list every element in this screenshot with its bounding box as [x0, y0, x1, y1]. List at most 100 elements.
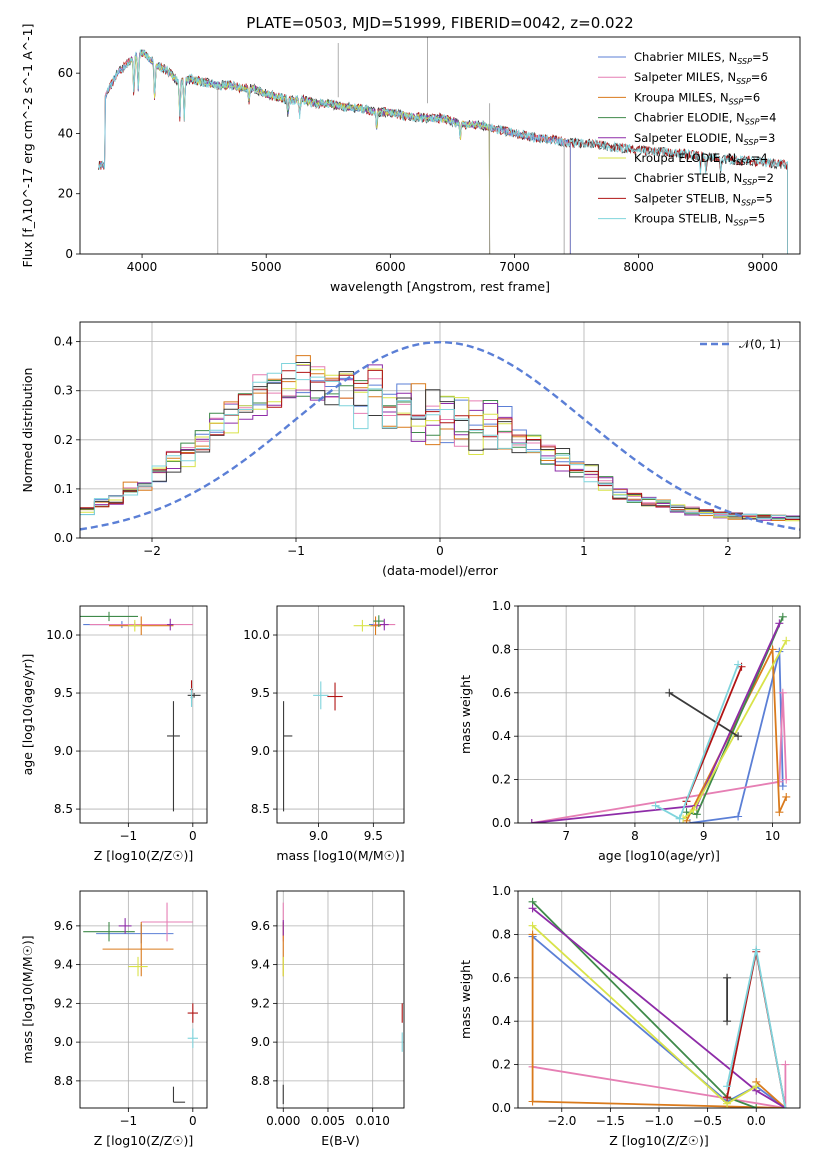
- y-tick-label: 9.2: [251, 996, 270, 1010]
- x-tick-label: 1: [580, 544, 588, 558]
- legend-entry: Kroupa STELIB, NSSP=5: [634, 212, 765, 228]
- y-tick-label: 10.0: [46, 628, 73, 642]
- weights-line-chabrier-elodie: [531, 901, 757, 1108]
- x-tick-label: −1: [287, 544, 305, 558]
- scatter-group: [83, 902, 198, 1103]
- y-tick-label: 9.0: [54, 1035, 73, 1049]
- spectrum-line-kroupa-miles: [98, 50, 571, 254]
- y-axis-label: Normed distribution: [20, 368, 35, 493]
- y-tick-label: 1.0: [492, 599, 511, 613]
- axes-frame: [79, 321, 801, 539]
- spectrum-line-chabrier-elodie: [129, 49, 491, 254]
- weights-marker: [665, 688, 674, 697]
- weights-line-salpeter-miles: [531, 692, 788, 823]
- scatter-group: [282, 902, 403, 1105]
- weights-marker: [778, 688, 787, 697]
- weights-marker: [689, 805, 698, 814]
- x-tick-label: 0: [436, 544, 444, 558]
- histogram-chabrier-stelib: [80, 362, 800, 520]
- weights-marker: [752, 945, 761, 954]
- spectrum-line-salpeter-miles: [98, 50, 571, 254]
- x-tick-label: 8000: [623, 260, 654, 274]
- y-tick-label: 1.0: [492, 884, 511, 898]
- y-tick-label: 9.6: [54, 919, 73, 933]
- y-tick-label: 0.0: [492, 1101, 511, 1115]
- weights-marker: [782, 636, 791, 645]
- y-tick-label: 0.4: [54, 335, 73, 349]
- mass-vs-extinction-panel: 0.000 0.005 0.010 8.8 9.0 9.2 9.4 9.6 E(B-V): [251, 890, 405, 1148]
- x-axis-label: mass [log10(M/M☉)]: [276, 848, 404, 863]
- legend-entry: Salpeter ELODIE, NSSP=3: [634, 131, 775, 147]
- x-tick-label: 0: [189, 1114, 197, 1128]
- y-tick-label: 9.0: [251, 1035, 270, 1049]
- y-tick-label: 0.8: [492, 642, 511, 656]
- y-axis-label: mass [log10(M/M☉)]: [20, 935, 35, 1063]
- weights-marker: [528, 1097, 537, 1106]
- mass-vs-metallicity-panel: −1 0 8.8 9.0 9.2 9.4 9.6 Z [log10(Z/Z☉)] mass [l…: [20, 890, 208, 1148]
- weights-marker: [723, 1017, 732, 1026]
- y-tick-label: 9.4: [251, 958, 270, 972]
- y-tick-label: 9.0: [251, 744, 270, 758]
- residual-histogram-panel: −2 −1 0 1 2 0.0 0.1 0.2 0.3 0.4 (data-model)/error…: [20, 321, 801, 578]
- weights-marker: [768, 645, 777, 654]
- x-tick-label: 9000: [747, 260, 778, 274]
- y-tick-label: 0.2: [54, 433, 73, 447]
- y-tick-label: 60: [58, 66, 73, 80]
- axes-frame: [517, 605, 801, 824]
- spectrum-legend: Chabrier MILES, NSSP=5 Salpeter MILES, NS…: [598, 50, 776, 228]
- weights-marker: [737, 662, 746, 671]
- legend-entry: Kroupa ELODIE, NSSP=4: [634, 151, 768, 167]
- y-tick-label: 0.3: [54, 384, 73, 398]
- y-tick-label: 0.0: [54, 531, 73, 545]
- y-tick-label: 0.2: [492, 1058, 511, 1072]
- x-tick-label: 5000: [251, 260, 282, 274]
- x-tick-label: 10: [765, 829, 780, 843]
- weights-line-kroupa-elodie: [682, 640, 787, 820]
- x-tick-label: 9: [700, 829, 708, 843]
- y-tick-label: 9.4: [54, 958, 73, 972]
- axes-frame: [517, 890, 801, 1109]
- x-axis-label: Z [log10(Z/Z☉)]: [609, 1133, 709, 1148]
- age-vs-metallicity-panel: −1 0 8.5 9.0 9.5 10.0 Z [log10(Z/Z☉)] age [log1…: [20, 605, 208, 863]
- y-tick-label: 20: [58, 187, 73, 201]
- legend-entry: Chabrier STELIB, NSSP=2: [634, 171, 774, 187]
- x-tick-label: 0.005: [311, 1114, 345, 1128]
- x-tick-label: 0.010: [356, 1114, 390, 1128]
- legend-entry: Chabrier MILES, NSSP=5: [634, 50, 769, 66]
- axes-frame: [276, 605, 405, 824]
- x-tick-label: 0.0: [747, 1114, 766, 1128]
- y-axis-label: age [log10(age/yr)]: [20, 654, 35, 776]
- x-tick-label: −0.5: [693, 1114, 722, 1128]
- weights-marker: [528, 930, 537, 939]
- y-tick-label: 9.0: [54, 744, 73, 758]
- x-tick-label: 7000: [499, 260, 530, 274]
- x-tick-label: 8: [631, 829, 639, 843]
- x-tick-label: 4000: [127, 260, 158, 274]
- weights-line-salpeter-elodie: [531, 623, 781, 823]
- weights-marker: [723, 973, 732, 982]
- x-tick-label: 2: [724, 544, 732, 558]
- x-tick-label: 7: [562, 829, 570, 843]
- y-tick-label: 8.5: [54, 802, 73, 816]
- x-axis-label: wavelength [Angstrom, rest frame]: [330, 279, 550, 294]
- x-tick-label: −1: [119, 1114, 137, 1128]
- weights-marker: [775, 619, 784, 628]
- x-axis-label: E(B-V): [321, 1133, 360, 1148]
- scatter-group: [283, 615, 396, 812]
- normal-curve: [80, 340, 800, 531]
- weights-line-chabrier-stelib: [668, 692, 739, 737]
- legend-entry: Salpeter STELIB, NSSP=5: [634, 191, 773, 207]
- weights-marker: [778, 612, 787, 621]
- y-tick-label: 0.6: [492, 971, 511, 985]
- histogram-group: [80, 340, 800, 531]
- weights-marker: [692, 810, 701, 819]
- x-tick-label: 9.0: [309, 829, 328, 843]
- y-tick-label: 0.4: [492, 1014, 511, 1028]
- x-tick-label: −2.0: [547, 1114, 576, 1128]
- weights-marker: [723, 1082, 732, 1091]
- weights-line-chabrier-miles: [532, 935, 786, 1108]
- x-axis-label: Z [log10(Z/Z☉)]: [94, 1133, 194, 1148]
- weights-marker: [734, 660, 743, 669]
- y-tick-label: 8.8: [251, 1074, 270, 1088]
